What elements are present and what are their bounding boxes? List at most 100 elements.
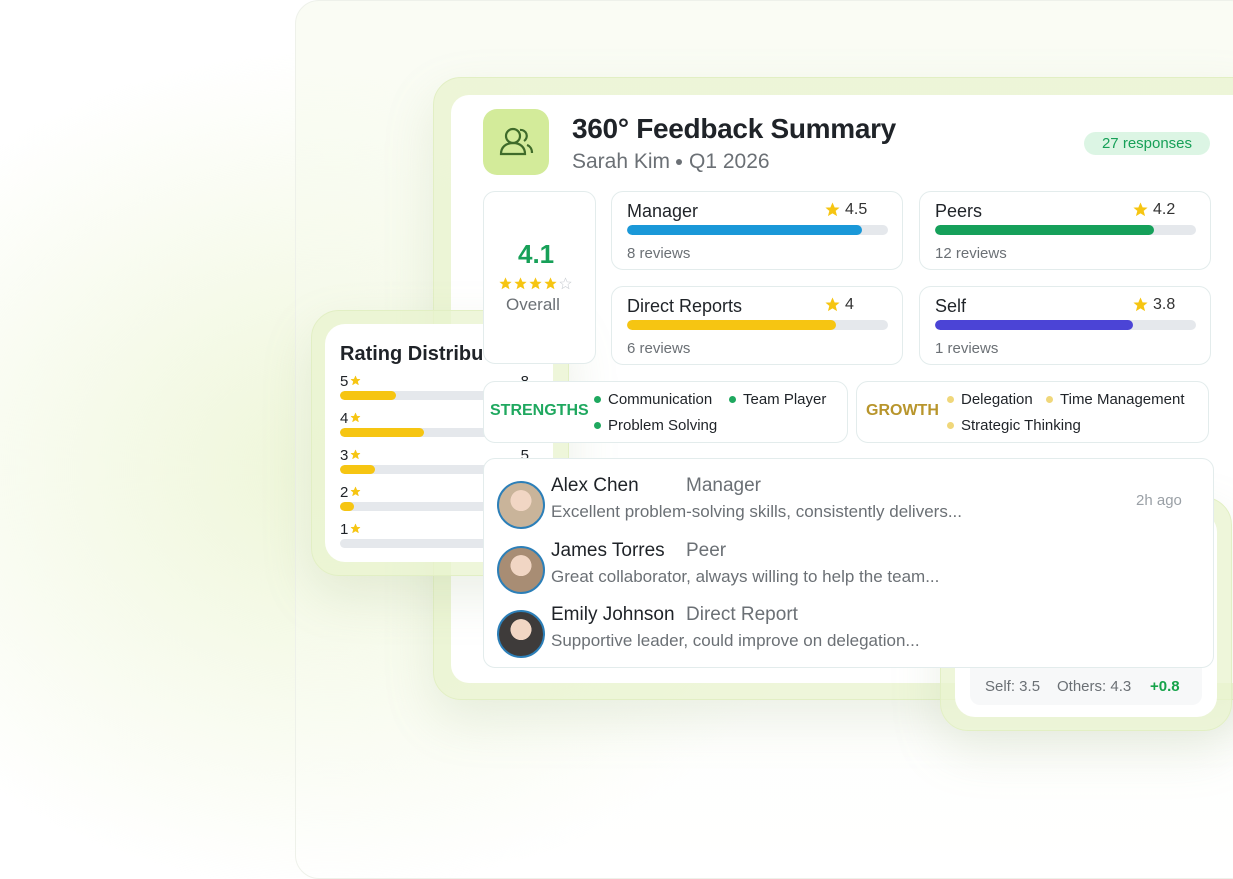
star-shape	[1133, 202, 1148, 217]
group-rating: 4	[845, 296, 854, 313]
strength-dot	[594, 422, 601, 429]
star-shape	[825, 297, 840, 312]
group-rating: 3.8	[1153, 296, 1176, 313]
star-shape	[825, 202, 840, 217]
star-icon	[350, 375, 361, 386]
subtitle-name: Sarah Kim	[572, 150, 671, 173]
avatar	[497, 481, 545, 529]
star-icon	[350, 486, 361, 497]
star-shape	[559, 277, 572, 290]
star-shape	[350, 375, 361, 386]
reviewer-name: James Torres	[551, 539, 665, 561]
group-reviews: 12 reviews	[935, 245, 1007, 262]
star-shape	[350, 486, 361, 497]
distribution-track	[340, 502, 529, 511]
rating-bar	[935, 320, 1134, 330]
growth-box	[856, 381, 1209, 443]
rating-bar	[627, 225, 862, 235]
reviewer-name: Emily Johnson	[551, 604, 675, 625]
star-icon	[350, 523, 361, 534]
overall-label: Overall	[506, 295, 560, 314]
star-icon	[514, 277, 527, 290]
strength-dot	[594, 396, 601, 403]
overall-card	[483, 191, 596, 364]
subtitle-dot	[676, 159, 682, 165]
feedback-time: 2h ago	[1136, 492, 1182, 509]
distribution-track	[340, 539, 529, 548]
avatar	[497, 545, 545, 594]
star-shape	[529, 277, 542, 290]
self-score: Self: 3.5	[985, 678, 1041, 695]
strength-item: Communication	[608, 391, 713, 408]
star-shape	[350, 449, 361, 460]
overall-score: 4.1	[518, 239, 555, 269]
rating-track	[935, 320, 1196, 330]
feedback-list	[483, 458, 1214, 668]
distribution-bar	[340, 428, 424, 437]
group-reviews: 6 reviews	[627, 340, 691, 357]
distribution-track	[340, 428, 529, 437]
subtitle-period: Q1 2026	[689, 150, 770, 173]
reviewer-name: Alex Chen	[551, 475, 639, 496]
group-name: Peers	[935, 201, 983, 221]
star-shape	[514, 277, 527, 290]
feedback-comment: Supportive leader, could improve on dele…	[551, 631, 920, 650]
group-name: Manager	[627, 201, 699, 221]
group-name: Self	[935, 296, 967, 316]
rating-track	[627, 320, 888, 330]
feedback-comment: Great collaborator, always willing to he…	[551, 566, 940, 586]
star-icon	[499, 277, 512, 290]
group-reviews: 1 reviews	[935, 340, 999, 357]
avatar	[497, 610, 545, 658]
star-shape	[350, 523, 361, 534]
star-count: 5	[520, 447, 529, 464]
star-level: 5	[340, 373, 349, 390]
star-shape	[1133, 297, 1148, 312]
star-shape	[350, 412, 361, 423]
distribution-track	[340, 465, 529, 474]
star-icon	[559, 277, 572, 290]
rating-bar	[627, 320, 836, 330]
response-badge: 27 responses	[1084, 132, 1210, 155]
title: 360° Feedback Summary	[572, 113, 896, 144]
growth-item: Strategic Thinking	[961, 417, 1081, 434]
rating-track	[627, 225, 888, 235]
group-rating: 4.2	[1153, 201, 1176, 218]
distribution-title: Rating Distribution	[340, 343, 520, 365]
star-level: 2	[340, 484, 349, 501]
strength-dot	[729, 396, 736, 403]
star-icon	[529, 277, 542, 290]
growth-label: GROWTH	[866, 402, 939, 419]
strength-item: Problem Solving	[608, 417, 718, 434]
people-icon	[499, 127, 534, 156]
distribution-bar	[340, 465, 375, 474]
reviewer-role: Manager	[686, 475, 761, 496]
strengths-box	[483, 381, 848, 443]
header-icon	[483, 109, 549, 175]
rating-bar	[935, 225, 1155, 235]
group-reviews: 8 reviews	[627, 245, 691, 262]
growth-item: Time Management	[1060, 391, 1185, 408]
growth-dot	[1046, 396, 1053, 403]
group-name: Direct Reports	[627, 296, 743, 316]
reviewer-role: Peer	[686, 539, 727, 561]
gap-value: +0.8	[1150, 678, 1180, 695]
star-icon	[350, 412, 361, 423]
distribution-bar	[340, 391, 396, 400]
star-icon	[825, 297, 840, 312]
others-score: Others: 4.3	[1057, 678, 1132, 695]
growth-dot	[947, 422, 954, 429]
distribution-track	[340, 391, 529, 400]
strengths-label: STRENGTHS	[490, 402, 589, 419]
star-level: 3	[340, 447, 349, 464]
star-icon	[1133, 202, 1148, 217]
star-icon	[1133, 297, 1148, 312]
group-rating: 4.5	[845, 201, 868, 218]
growth-dot	[947, 396, 954, 403]
overall-stars	[499, 277, 575, 291]
star-icon	[825, 202, 840, 217]
growth-item: Delegation	[961, 391, 1033, 408]
star-shape	[499, 277, 512, 290]
star-level: 4	[340, 410, 349, 427]
